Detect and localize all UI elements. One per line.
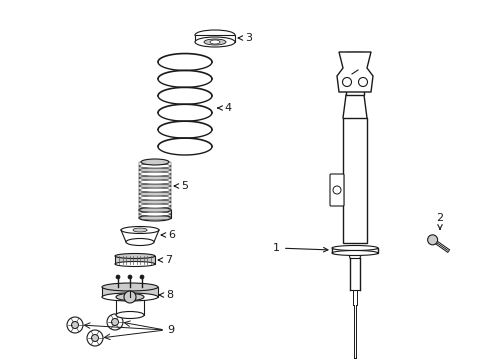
Bar bbox=[139, 186, 171, 190]
Ellipse shape bbox=[139, 216, 171, 220]
Bar bbox=[139, 214, 171, 218]
Bar bbox=[102, 287, 158, 297]
Bar bbox=[139, 162, 171, 166]
Circle shape bbox=[332, 186, 340, 194]
Bar bbox=[115, 256, 155, 264]
Bar bbox=[139, 206, 171, 210]
Circle shape bbox=[107, 314, 123, 330]
Ellipse shape bbox=[139, 192, 171, 196]
Ellipse shape bbox=[139, 184, 171, 188]
Ellipse shape bbox=[102, 293, 158, 301]
Text: 8: 8 bbox=[159, 290, 173, 300]
Ellipse shape bbox=[139, 172, 171, 176]
Text: 6: 6 bbox=[161, 230, 175, 240]
Bar bbox=[139, 198, 171, 202]
Circle shape bbox=[91, 334, 98, 342]
Circle shape bbox=[67, 317, 83, 333]
Bar bbox=[195, 35, 235, 42]
Ellipse shape bbox=[139, 215, 171, 221]
Circle shape bbox=[71, 321, 79, 328]
Ellipse shape bbox=[141, 159, 169, 165]
Ellipse shape bbox=[139, 168, 171, 172]
Text: 4: 4 bbox=[218, 103, 231, 113]
Circle shape bbox=[87, 330, 103, 346]
Bar bbox=[139, 178, 171, 182]
Bar bbox=[139, 190, 171, 194]
Ellipse shape bbox=[121, 226, 159, 234]
Bar bbox=[116, 297, 143, 315]
Ellipse shape bbox=[115, 253, 155, 258]
Bar bbox=[346, 52, 363, 95]
Text: 5: 5 bbox=[174, 181, 187, 191]
Circle shape bbox=[427, 235, 437, 245]
Circle shape bbox=[140, 275, 143, 279]
Bar bbox=[139, 202, 171, 206]
Bar bbox=[139, 174, 171, 178]
Ellipse shape bbox=[139, 188, 171, 192]
Ellipse shape bbox=[139, 212, 171, 216]
Bar bbox=[139, 166, 171, 170]
Text: 3: 3 bbox=[238, 33, 251, 43]
FancyBboxPatch shape bbox=[329, 174, 343, 206]
Circle shape bbox=[342, 77, 351, 86]
Ellipse shape bbox=[139, 208, 171, 212]
Text: 9: 9 bbox=[167, 325, 174, 335]
Bar bbox=[331, 248, 377, 253]
Ellipse shape bbox=[139, 204, 171, 208]
Ellipse shape bbox=[209, 40, 220, 44]
Ellipse shape bbox=[115, 261, 155, 266]
Ellipse shape bbox=[331, 246, 377, 251]
Ellipse shape bbox=[139, 196, 171, 200]
Ellipse shape bbox=[331, 251, 377, 256]
Bar bbox=[139, 170, 171, 174]
Ellipse shape bbox=[133, 228, 147, 232]
Ellipse shape bbox=[102, 283, 158, 291]
Circle shape bbox=[124, 291, 136, 303]
Bar bbox=[342, 118, 366, 243]
Ellipse shape bbox=[203, 39, 225, 45]
Ellipse shape bbox=[195, 30, 235, 40]
Ellipse shape bbox=[116, 311, 143, 319]
Ellipse shape bbox=[139, 200, 171, 204]
Bar bbox=[139, 210, 171, 214]
Ellipse shape bbox=[195, 37, 235, 47]
Text: 7: 7 bbox=[158, 255, 172, 265]
Circle shape bbox=[116, 275, 120, 279]
Bar bbox=[139, 210, 171, 218]
Ellipse shape bbox=[139, 180, 171, 184]
Text: 1: 1 bbox=[272, 243, 327, 253]
Ellipse shape bbox=[139, 207, 171, 213]
Ellipse shape bbox=[116, 293, 143, 301]
Ellipse shape bbox=[139, 164, 171, 168]
Ellipse shape bbox=[139, 176, 171, 180]
Circle shape bbox=[128, 275, 132, 279]
Polygon shape bbox=[336, 52, 372, 92]
Bar bbox=[139, 194, 171, 198]
Text: 2: 2 bbox=[436, 213, 443, 229]
Circle shape bbox=[111, 319, 118, 325]
Bar bbox=[139, 182, 171, 186]
Circle shape bbox=[358, 77, 367, 86]
Ellipse shape bbox=[126, 238, 154, 246]
